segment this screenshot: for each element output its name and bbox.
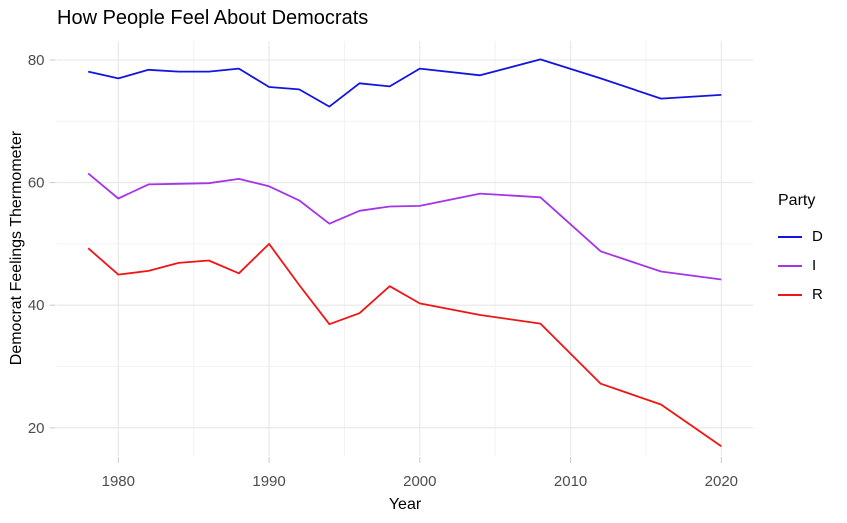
legend-title: Party [778, 192, 816, 209]
series-line-d [88, 58, 722, 108]
svg-text:1990: 1990 [252, 473, 285, 490]
series-line-i [87, 172, 722, 281]
legend-label-d: D [812, 228, 823, 245]
svg-text:2000: 2000 [403, 473, 436, 490]
legend-label-r: R [812, 286, 823, 303]
legend-line-swatch-i [778, 264, 802, 267]
legend-entry-d: D [778, 222, 823, 251]
grid-major [56, 41, 753, 456]
svg-text:60: 60 [28, 175, 45, 192]
svg-text:2020: 2020 [705, 473, 738, 490]
x-axis-title: Year [388, 496, 422, 513]
axis-ticks [49, 59, 722, 463]
svg-text:1980: 1980 [102, 473, 135, 490]
legend: Party D I R [778, 192, 823, 309]
legend-label-i: I [812, 257, 817, 274]
legend-line-swatch-r [778, 293, 802, 296]
legend-line-swatch-d [778, 235, 802, 238]
legend-entry-i: I [778, 251, 823, 280]
legend-entry-r: R [778, 280, 823, 309]
svg-text:2010: 2010 [554, 473, 587, 490]
svg-text:80: 80 [28, 52, 45, 69]
svg-text:40: 40 [28, 297, 45, 314]
svg-text:20: 20 [28, 420, 45, 437]
chart-title: How People Feel About Democrats [57, 7, 369, 29]
series-line-r [87, 242, 722, 447]
y-axis-title: Democrat Feelings Thermometer [8, 130, 25, 366]
grid-minor [56, 41, 753, 456]
